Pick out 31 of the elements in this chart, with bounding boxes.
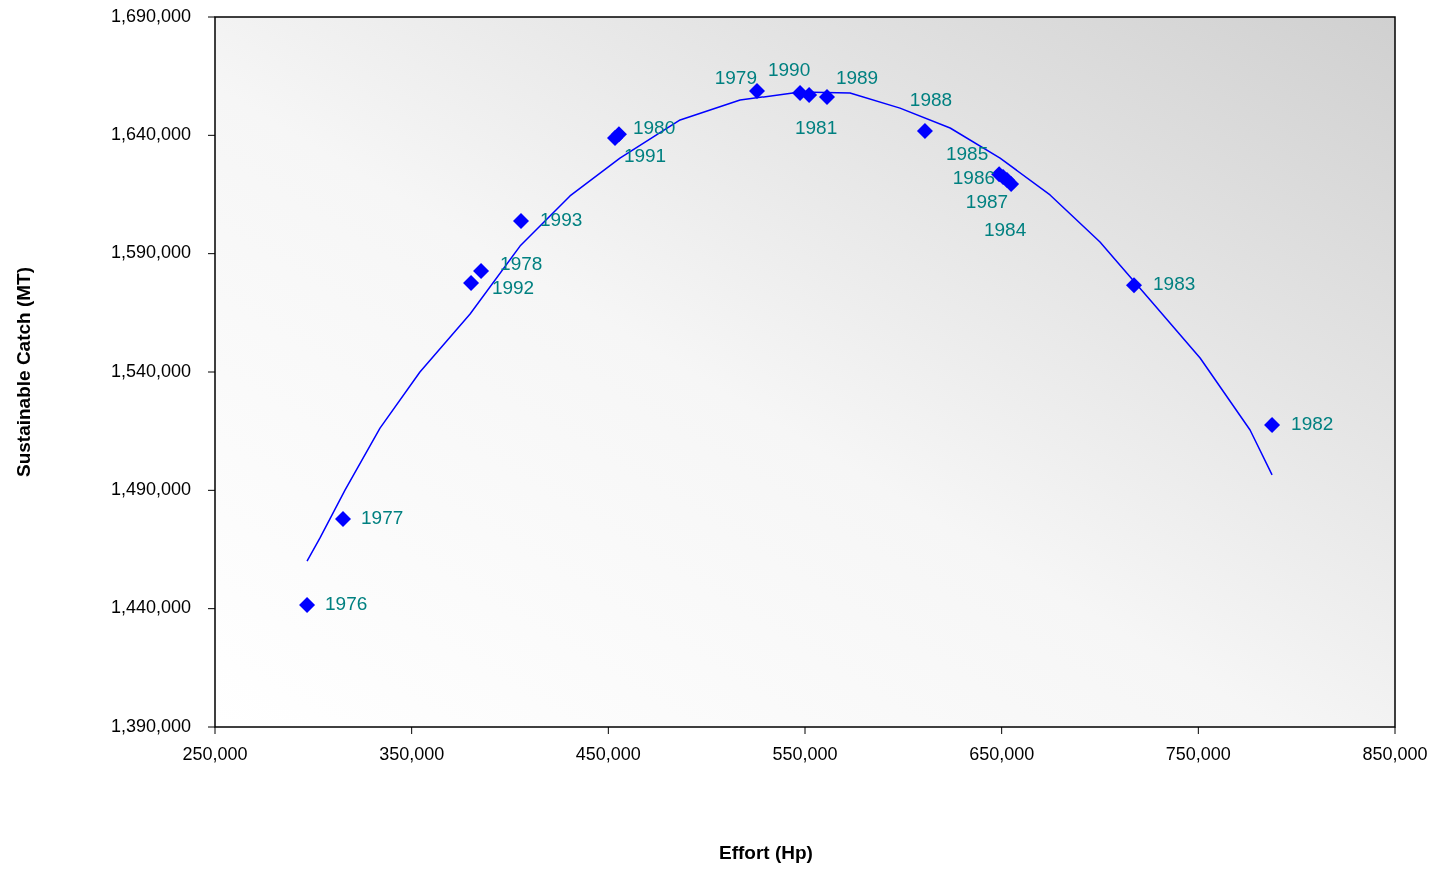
y-tick-label: 1,390,000	[110, 715, 191, 736]
annotation: 1979	[714, 67, 758, 89]
y-tick-label: 1,640,000	[110, 124, 191, 145]
x-axis-title: Effort (Hp)	[719, 842, 813, 863]
annotation: 1988	[909, 89, 953, 111]
y-tick-label: 1,540,000	[110, 360, 191, 381]
annotation: 1982	[1291, 413, 1334, 435]
annotation: 1990	[767, 58, 811, 80]
annotation: 1984	[983, 219, 1027, 241]
annotation: 1987	[965, 191, 1009, 213]
y-axis-title: Sustainable Catch (MT)	[13, 266, 34, 478]
x-tick-label: 550,000	[772, 744, 838, 764]
x-tick-label: 450,000	[575, 744, 641, 764]
y-tick-label: 1,690,000	[110, 5, 191, 26]
annotation: 1976	[325, 593, 368, 615]
annotation: 1985	[945, 143, 989, 165]
x-tick-label: 750,000	[1165, 744, 1231, 764]
x-tick-label: 650,000	[969, 744, 1035, 764]
y-tick-label: 1,440,000	[110, 597, 191, 618]
y-tick-label: 1,490,000	[110, 479, 191, 500]
x-tick-label: 350,000	[379, 744, 445, 764]
x-tick-label: 250,000	[182, 744, 248, 764]
annotation: 1981	[794, 117, 838, 139]
annotation: 1986	[952, 167, 996, 188]
annotation: 1989	[835, 67, 879, 89]
annotation: 1992	[491, 277, 535, 299]
annotation: 1983	[1153, 273, 1196, 295]
annotation: 1977	[361, 506, 404, 528]
annotation: 1991	[623, 144, 667, 166]
y-tick-label: 1,590,000	[110, 242, 191, 263]
x-tick-label: 850,000	[1362, 744, 1428, 764]
